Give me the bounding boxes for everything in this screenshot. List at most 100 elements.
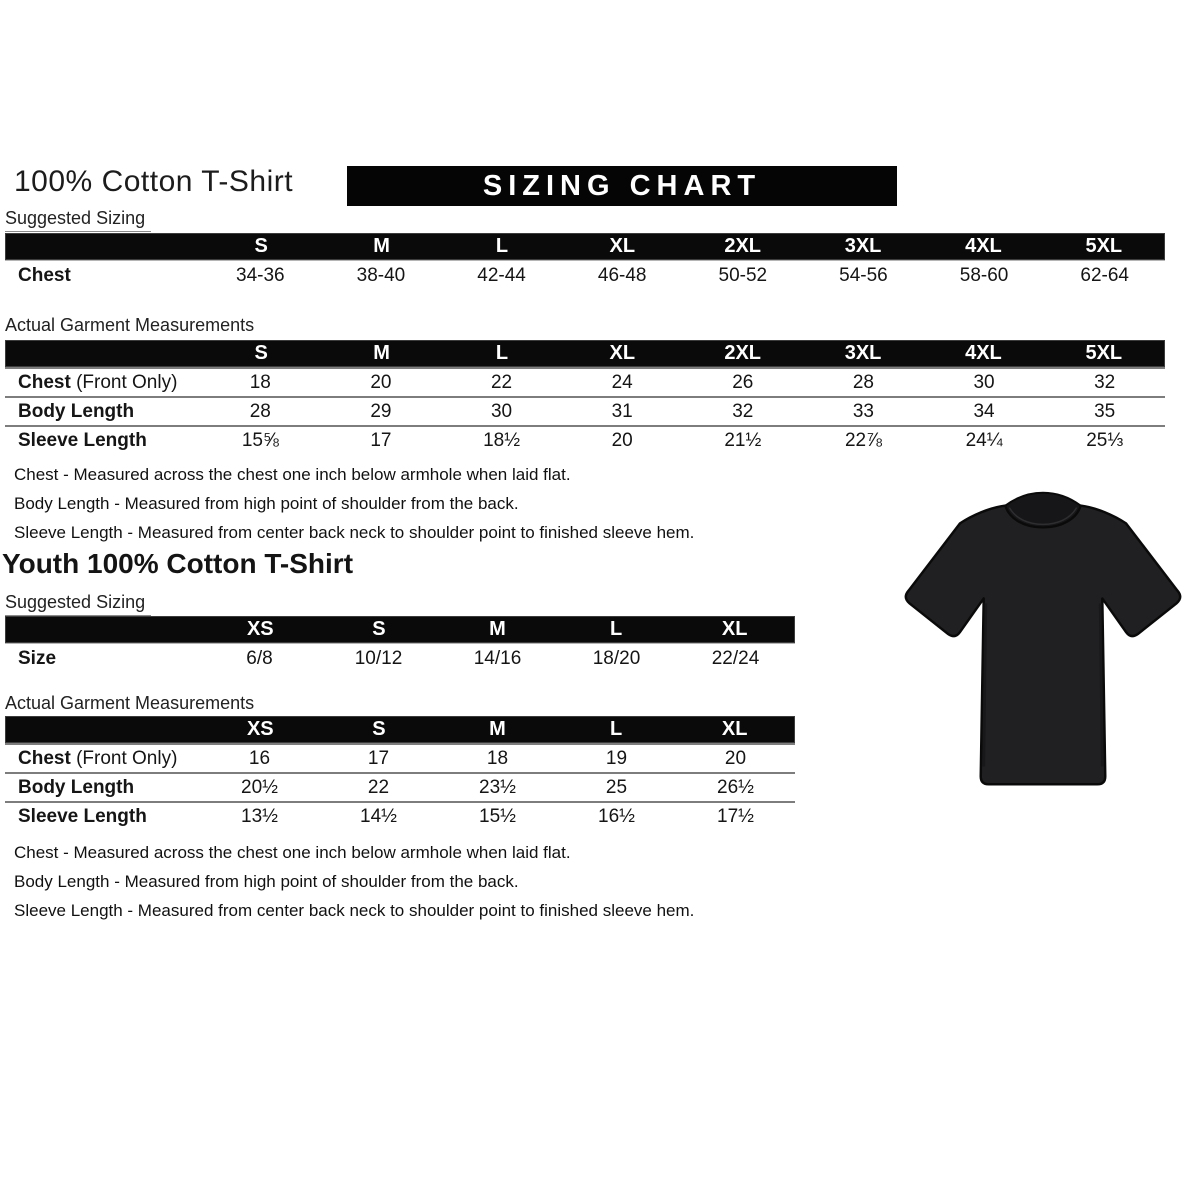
table-cell: 54-56 <box>839 265 888 286</box>
table-cell: 15½ <box>479 805 516 827</box>
table-header-cells: S M L XL 2XL 3XL 4XL 5XL <box>201 234 1164 259</box>
tshirt-collar-inner-line <box>1008 507 1078 526</box>
column-header: 3XL <box>844 342 882 364</box>
youth-suggested-sizing-table: XS S M L XL Size 6/8 10/12 14/16 18/20 22/24 <box>5 616 795 674</box>
column-header: XL <box>721 618 748 640</box>
column-header: S <box>372 718 386 740</box>
table-cell: 24 <box>611 371 633 393</box>
table-cell: 17½ <box>717 805 754 827</box>
adult-measurements-label: Actual Garment Measurements <box>5 315 255 335</box>
table-cell: 10/12 <box>354 648 403 669</box>
table-row-chest: Chest (Front Only) 18 20 22 24 26 28 30 32 <box>5 367 1165 396</box>
table-row-sleeve-length: Sleeve Length 15⅝ 17 18½ 20 21½ 22⅞ 24¼ 25⅓ <box>5 425 1165 454</box>
row-label: Body Length <box>18 400 135 422</box>
row-cells: 20½ 22 23½ 25 26½ <box>200 774 795 801</box>
row-label: Chest <box>18 265 71 286</box>
table-cell: 20 <box>611 429 633 451</box>
table-cell: 28 <box>249 400 271 422</box>
adult-measurements-label-wrap: Actual Garment Measurements <box>5 315 254 336</box>
table-cell: 30 <box>490 400 513 422</box>
youth-measurements-label-wrap: Actual Garment Measurements <box>5 693 254 714</box>
table-cell: 38-40 <box>356 265 406 286</box>
table-cell: 20½ <box>241 776 278 798</box>
row-label: Chest (Front Only) <box>5 748 200 770</box>
row-cells: 34-36 38-40 42-44 46-48 50-52 54-56 58-60 62-64 <box>200 261 1165 291</box>
column-header: XS <box>246 718 274 740</box>
tshirt-shading <box>982 603 1104 767</box>
column-header: 4XL <box>965 235 1002 257</box>
row-label-main: Chest <box>18 747 71 769</box>
table-cell: 21½ <box>724 429 762 451</box>
column-header: M <box>373 342 390 364</box>
column-header: M <box>373 235 390 257</box>
table-header-cells: XS S M L XL <box>201 617 794 642</box>
table-cell: 22⅞ <box>844 429 882 451</box>
adult-suggested-sizing-label: Suggested Sizing <box>5 208 152 232</box>
column-header: 4XL <box>965 342 1002 364</box>
measurement-note: Chest - Measured across the chest one in… <box>14 465 571 484</box>
table-header-row: XS S M L XL <box>5 716 795 743</box>
row-label: Sleeve Length <box>18 805 147 827</box>
column-header: L <box>495 342 509 364</box>
table-header-row: S M L XL 2XL 3XL 4XL 5XL <box>5 340 1165 367</box>
table-cell: 22 <box>367 776 390 798</box>
adult-suggested-sizing-label-wrap: Suggested Sizing <box>5 208 152 232</box>
table-header-cells: XS S M L XL <box>201 717 794 742</box>
measurement-note: Body Length - Measured from high point o… <box>14 494 519 513</box>
column-header: 5XL <box>1085 235 1123 257</box>
row-label-main: Chest <box>18 371 71 393</box>
column-header: XL <box>609 342 636 364</box>
table-cell: 26½ <box>717 776 754 798</box>
row-label: Chest (Front Only) <box>5 372 200 394</box>
youth-suggested-sizing-label-wrap: Suggested Sizing <box>5 592 152 616</box>
table-cell: 24¼ <box>965 429 1003 451</box>
table-cell: 23½ <box>479 776 516 798</box>
table-header-row: XS S M L XL <box>5 616 795 643</box>
column-header: S <box>254 235 268 257</box>
table-cell: 25⅓ <box>1086 429 1124 451</box>
table-cell: 32 <box>732 400 754 422</box>
table-cell: 17 <box>370 429 392 451</box>
adult-suggested-sizing-table: S M L XL 2XL 3XL 4XL 5XL Chest 34-36 38-40 42-44 4… <box>5 233 1165 291</box>
sizing-chart-banner: SIZING CHART <box>347 166 897 206</box>
sizing-chart-banner-text: SIZING CHART <box>482 169 762 202</box>
table-cell: 25 <box>605 776 628 798</box>
row-cells: 16 17 18 19 20 <box>200 745 795 772</box>
column-header: XL <box>609 235 636 257</box>
tshirt-body <box>904 504 1182 786</box>
column-header: L <box>609 618 623 640</box>
column-header: L <box>609 718 623 740</box>
table-cell: 17 <box>367 747 390 769</box>
table-cell: 19 <box>605 747 628 769</box>
row-cells: 18 20 22 24 26 28 30 32 <box>200 369 1165 396</box>
table-cell: 46-48 <box>597 265 647 286</box>
table-cell: 62-64 <box>1080 265 1129 286</box>
table-row-chest: Chest (Front Only) 16 17 18 19 20 <box>5 743 795 772</box>
tshirt-graphic <box>904 491 1182 786</box>
table-cell: 22/24 <box>711 648 760 669</box>
row-label: Sleeve Length <box>18 429 147 451</box>
table-cell: 18/20 <box>592 648 641 669</box>
table-row-body-length: Body Length 20½ 22 23½ 25 26½ <box>5 772 795 801</box>
table-cell: 14½ <box>360 805 397 827</box>
table-cell: 20 <box>724 747 747 769</box>
youth-suggested-sizing-label: Suggested Sizing <box>5 592 152 616</box>
row-label-suffix: (Front Only) <box>70 747 178 769</box>
table-cell: 28 <box>852 371 874 393</box>
table-cell: 18 <box>486 747 509 769</box>
table-cell: 18 <box>249 371 271 393</box>
adult-measurement-notes: Chest - Measured across the chest one in… <box>14 460 694 547</box>
table-cell: 15⅝ <box>241 429 279 451</box>
table-header-cells: S M L XL 2XL 3XL 4XL 5XL <box>201 341 1164 366</box>
column-header: S <box>372 618 386 640</box>
table-cell: 6/8 <box>246 648 273 669</box>
measurement-note: Sleeve Length - Measured from center bac… <box>14 523 695 542</box>
table-cell: 16 <box>248 747 271 769</box>
youth-measurements-table: XS S M L XL Chest (Front Only) 16 17 18 19 20 Bo… <box>5 716 795 830</box>
measurement-note: Sleeve Length - Measured from center bac… <box>14 901 695 920</box>
table-cell: 58-60 <box>959 265 1009 286</box>
table-cell: 42-44 <box>477 265 526 286</box>
youth-section-title: Youth 100% Cotton T-Shirt <box>2 548 354 579</box>
column-header: 5XL <box>1085 342 1123 364</box>
table-cell: 20 <box>370 371 392 393</box>
